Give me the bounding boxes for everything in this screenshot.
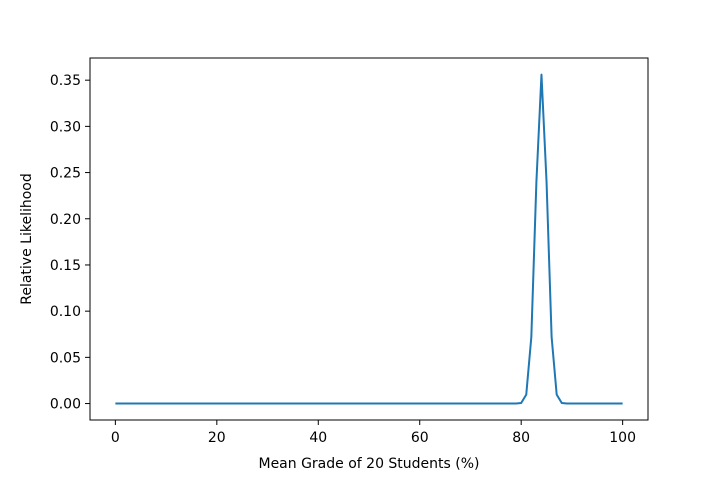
data-line (115, 73, 623, 405)
x-tick-label: 60 (411, 430, 429, 446)
plot-frame (89, 57, 649, 421)
x-tick-label: 20 (208, 430, 226, 446)
y-tick-label: 0.35 (50, 73, 81, 89)
x-tick-label: 40 (309, 430, 327, 446)
x-axis-label: Mean Grade of 20 Students (%) (258, 456, 479, 472)
y-axis-label: Relative Likelihood (19, 173, 35, 305)
y-tick-label: 0.05 (50, 350, 81, 366)
y-tick-label: 0.30 (50, 119, 81, 135)
y-tick-label: 0.25 (50, 166, 81, 182)
y-tick-label: 0.10 (50, 304, 81, 320)
y-tick-label: 0.20 (50, 212, 81, 228)
x-tick-label: 0 (111, 430, 120, 446)
x-tick-label: 100 (609, 430, 636, 446)
x-tick-label: 80 (512, 430, 530, 446)
y-tick-label: 0.00 (50, 397, 81, 413)
y-tick-label: 0.15 (50, 258, 81, 274)
